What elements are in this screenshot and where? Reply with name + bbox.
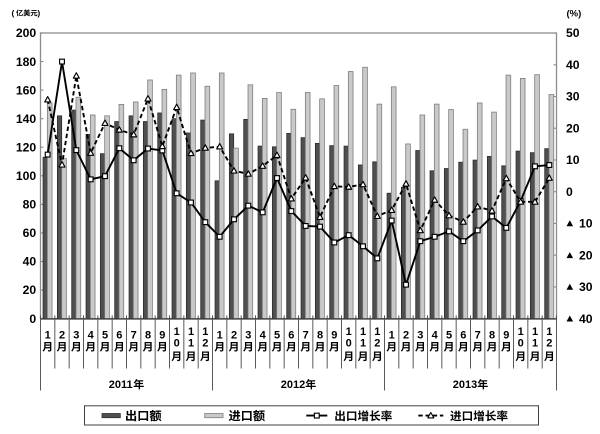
svg-text:1: 1 [45,330,51,342]
svg-text:1: 1 [532,326,538,338]
svg-text:160: 160 [16,83,37,97]
svg-text:40: 40 [566,58,580,72]
svg-text:1: 1 [518,326,524,338]
svg-text:40: 40 [23,255,37,269]
svg-text:1: 1 [360,338,366,350]
svg-text:4: 4 [260,330,267,342]
svg-text:1: 1 [360,326,366,338]
svg-text:30: 30 [566,90,580,104]
svg-text:2: 2 [59,330,65,342]
svg-text:0: 0 [346,338,352,350]
svg-text:80: 80 [23,198,37,212]
svg-text:2: 2 [202,338,208,350]
svg-text:4: 4 [88,330,95,342]
svg-text:1: 1 [389,330,395,342]
svg-text:2013: 2013 [453,379,477,391]
svg-text:120: 120 [16,140,37,154]
svg-text:(%): (%) [567,9,582,20]
svg-text:200: 200 [16,26,37,40]
svg-text:3: 3 [417,330,423,342]
svg-text:8: 8 [317,330,323,342]
svg-text:6: 6 [460,330,466,342]
svg-text:1: 1 [346,326,352,338]
svg-text:180: 180 [16,55,37,69]
svg-text:7: 7 [303,330,309,342]
svg-text:30: 30 [579,280,593,294]
svg-text:5: 5 [274,330,280,342]
svg-text:1: 1 [546,326,552,338]
svg-text:1: 1 [174,326,180,338]
svg-text:6: 6 [116,330,122,342]
svg-text:10: 10 [566,153,580,167]
svg-text:7: 7 [475,330,481,342]
svg-text:20: 20 [579,248,593,262]
svg-text:2: 2 [546,338,552,350]
svg-text:8: 8 [489,330,495,342]
svg-text:0: 0 [174,338,180,350]
svg-text:8: 8 [145,330,151,342]
svg-text:2012: 2012 [281,379,305,391]
svg-text:5: 5 [446,330,452,342]
svg-text:3: 3 [245,330,251,342]
svg-text:100: 100 [16,169,37,183]
svg-text:1: 1 [374,326,380,338]
svg-text:2: 2 [403,330,409,342]
svg-text:5: 5 [102,330,108,342]
svg-text:140: 140 [16,112,37,126]
svg-text:4: 4 [432,330,439,342]
svg-text:1: 1 [532,338,538,350]
svg-text:0: 0 [518,338,524,350]
svg-text:3: 3 [73,330,79,342]
svg-text:9: 9 [159,330,165,342]
svg-text:9: 9 [331,330,337,342]
svg-text:1: 1 [188,338,194,350]
svg-text:20: 20 [23,283,37,297]
svg-text:2: 2 [374,338,380,350]
svg-text:): ) [37,8,40,18]
svg-text:2: 2 [231,330,237,342]
svg-text:50: 50 [566,26,580,40]
svg-text:6: 6 [288,330,294,342]
svg-text:0: 0 [29,312,36,326]
svg-text:1: 1 [217,330,223,342]
svg-text:1: 1 [202,326,208,338]
svg-text:20: 20 [566,121,580,135]
svg-text:(: ( [12,8,15,18]
svg-text:40: 40 [579,312,593,326]
svg-text:0: 0 [566,185,573,199]
svg-text:9: 9 [503,330,509,342]
svg-text:10: 10 [579,217,593,231]
svg-text:2011: 2011 [109,379,133,391]
svg-text:7: 7 [131,330,137,342]
svg-text:1: 1 [188,326,194,338]
svg-text:60: 60 [23,226,37,240]
